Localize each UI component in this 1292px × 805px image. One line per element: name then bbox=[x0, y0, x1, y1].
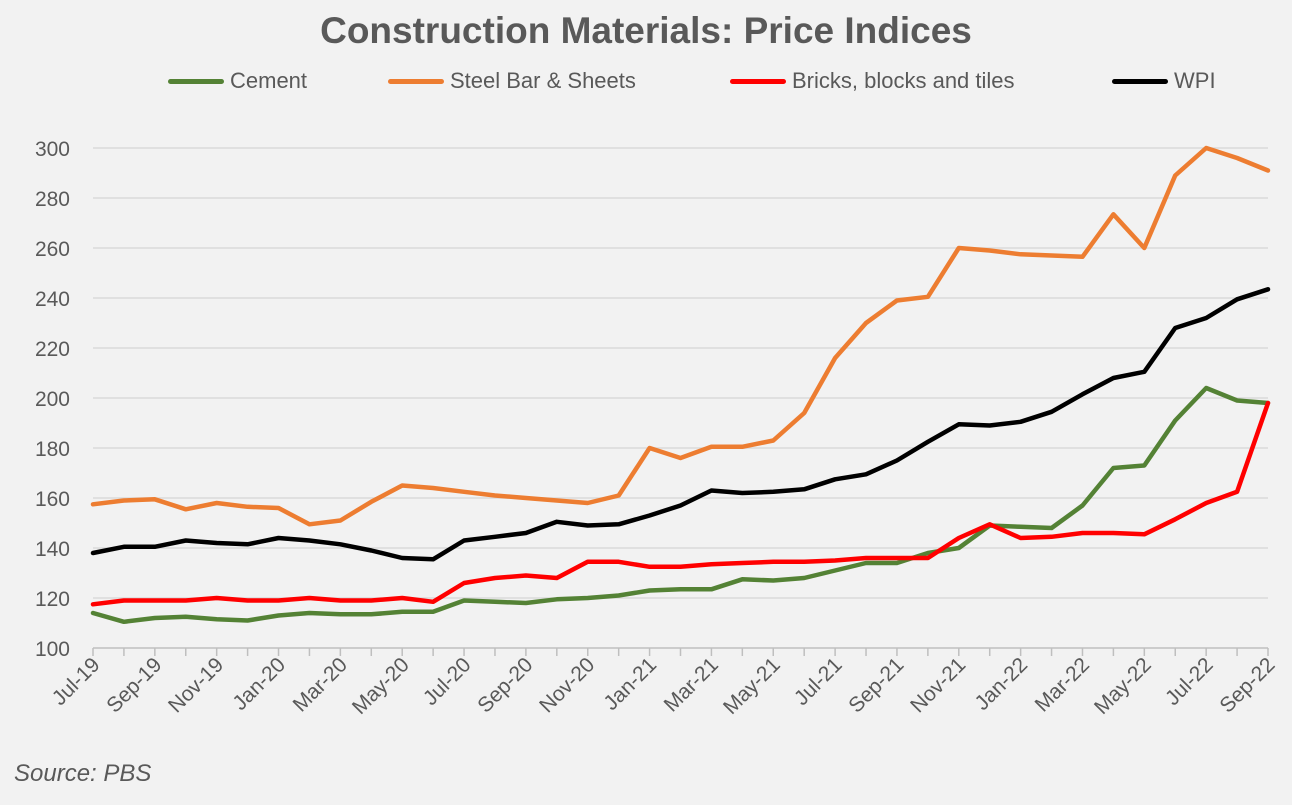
x-tick-label: Nov-19 bbox=[164, 653, 228, 717]
legend-item: Bricks, blocks and tiles bbox=[730, 68, 1015, 94]
y-tick-label: 140 bbox=[35, 538, 70, 561]
x-tick-label: Jul-19 bbox=[48, 653, 105, 710]
x-tick-label: Jul-22 bbox=[1161, 653, 1218, 710]
x-tick-label: Sep-20 bbox=[473, 653, 537, 717]
y-tick-label: 180 bbox=[35, 438, 70, 461]
x-tick-label: Mar-20 bbox=[289, 653, 352, 716]
x-tick-label: May-21 bbox=[719, 653, 785, 719]
legend-item: Steel Bar & Sheets bbox=[388, 68, 636, 94]
y-tick-label: 280 bbox=[35, 188, 70, 211]
source-note: Source: PBS bbox=[14, 760, 152, 787]
series-line-cement bbox=[90, 385, 1271, 625]
y-tick-label: 200 bbox=[35, 388, 70, 411]
x-tick-label: Jul-21 bbox=[790, 653, 847, 710]
x-tick-label: Sep-21 bbox=[844, 653, 908, 717]
series-line-bricks-blocks-and-tiles bbox=[90, 400, 1271, 607]
legend: Cement Steel Bar & Sheets Bricks, blocks a… bbox=[0, 68, 1292, 98]
y-tick-label: 120 bbox=[35, 588, 70, 611]
legend-swatch bbox=[388, 78, 444, 84]
x-tick-label: May-22 bbox=[1090, 653, 1156, 719]
y-tick-label: 300 bbox=[35, 138, 70, 161]
x-tick-label: Jan-20 bbox=[228, 653, 290, 715]
y-tick-label: 160 bbox=[35, 488, 70, 511]
y-tick-label: 220 bbox=[35, 338, 70, 361]
y-tick-label: 240 bbox=[35, 288, 70, 311]
x-tick-label: May-20 bbox=[348, 653, 414, 719]
x-tick-label: Mar-22 bbox=[1031, 653, 1094, 716]
legend-item: WPI bbox=[1112, 68, 1216, 94]
series-line-steel-bar-sheets bbox=[90, 145, 1271, 527]
x-tick-label: Sep-19 bbox=[102, 653, 166, 717]
x-tick-label: Jul-20 bbox=[419, 653, 476, 710]
x-tick-label: Nov-21 bbox=[906, 653, 970, 717]
legend-swatch bbox=[1112, 78, 1168, 84]
y-tick-label: 100 bbox=[35, 638, 70, 661]
x-tick-label: Sep-22 bbox=[1215, 653, 1279, 717]
legend-label: Cement bbox=[230, 68, 308, 93]
x-tick-label: Jan-21 bbox=[599, 653, 661, 715]
legend-swatch bbox=[168, 78, 224, 84]
series-line-wpi bbox=[90, 287, 1271, 562]
x-tick-label: Jan-22 bbox=[970, 653, 1032, 715]
legend-label: Steel Bar & Sheets bbox=[450, 68, 636, 93]
y-tick-label: 260 bbox=[35, 238, 70, 261]
x-tick-label: Mar-21 bbox=[660, 653, 723, 716]
legend-label: WPI bbox=[1174, 68, 1216, 93]
chart-title: Construction Materials: Price Indices bbox=[320, 10, 972, 51]
legend-swatch bbox=[730, 78, 786, 84]
x-tick-label: Nov-20 bbox=[535, 653, 599, 717]
legend-item: Cement bbox=[168, 68, 307, 94]
legend-label: Bricks, blocks and tiles bbox=[792, 68, 1015, 93]
